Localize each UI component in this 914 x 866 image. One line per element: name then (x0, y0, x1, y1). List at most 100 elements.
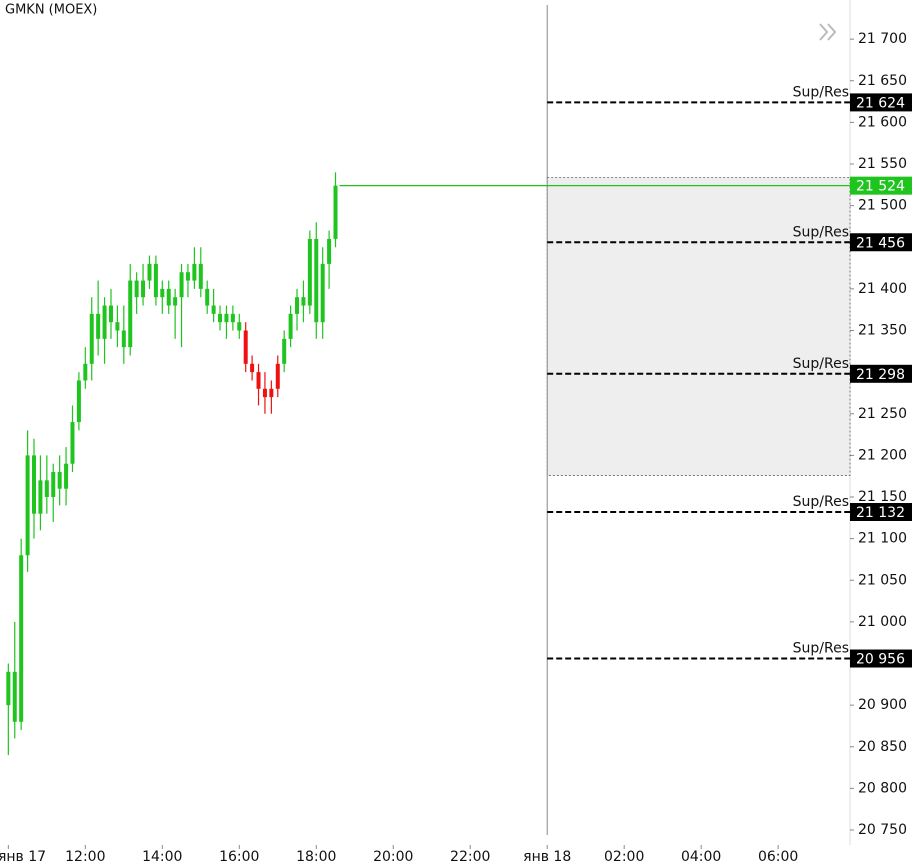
level-text: Sup/Res (793, 641, 849, 657)
level-text: Sup/Res (793, 356, 849, 372)
level-text: Sup/Res (793, 224, 849, 240)
x-tick-label: 20:00 (373, 849, 413, 865)
candle-body (218, 313, 223, 323)
y-tick-label: 21 550 (858, 156, 907, 172)
candle-body (51, 472, 56, 498)
y-tick-label: 21 400 (858, 281, 907, 297)
candle-body (173, 297, 178, 306)
candle-body (147, 263, 152, 281)
candle-body (275, 363, 280, 389)
y-tick-label: 21 350 (858, 323, 907, 339)
candle-body (76, 380, 81, 423)
y-tick-label: 21 250 (858, 406, 907, 422)
level-text: Sup/Res (793, 494, 849, 510)
candle-body (301, 297, 306, 306)
y-tick-label: 21 150 (858, 489, 907, 505)
candle-body (70, 422, 75, 464)
candle-body (179, 272, 184, 298)
candle-body (160, 288, 165, 298)
x-tick-label: 14:00 (142, 849, 182, 865)
x-tick-label: 04:00 (681, 849, 721, 865)
candle-body (295, 297, 300, 314)
y-tick-label: 21 000 (858, 614, 907, 630)
candle-body (333, 185, 338, 239)
candle-body (115, 322, 120, 331)
candle-body (327, 238, 332, 264)
x-tick-label: янв 18 (523, 849, 571, 865)
y-tick-label: 20 850 (858, 739, 907, 755)
candle-body (269, 388, 274, 398)
y-tick-label: 21 100 (858, 531, 907, 547)
candle-body (192, 263, 197, 281)
candle-body (141, 280, 146, 298)
candle-body (243, 330, 248, 364)
candle-body (256, 372, 261, 389)
candle-body (96, 313, 101, 339)
candle-body (307, 238, 312, 306)
last-price-box (850, 176, 912, 195)
last-price-label: 21 524 (856, 179, 905, 195)
candle-body (211, 305, 216, 314)
candle-body (288, 313, 293, 339)
candle-body (250, 363, 255, 373)
level-label-box (850, 649, 912, 668)
candle-body (128, 280, 133, 348)
level-label: 21 132 (856, 505, 905, 521)
candle-body (198, 263, 203, 289)
candle-body (237, 322, 242, 331)
x-tick-label: 02:00 (604, 849, 644, 865)
zone (546, 176, 851, 476)
level-label-box (850, 93, 912, 112)
level-label: 20 956 (856, 652, 905, 668)
candle-body (224, 313, 229, 323)
candle-body (44, 480, 49, 498)
level-label-box (850, 364, 912, 383)
x-tick-label: 18:00 (296, 849, 336, 865)
level-text: Sup/Res (793, 84, 849, 100)
candle-body (134, 280, 139, 298)
candle-body (89, 313, 94, 364)
candle-body (320, 263, 325, 323)
y-tick-label: 21 200 (858, 447, 907, 463)
level-label: 21 624 (856, 95, 905, 111)
candle-body (32, 455, 36, 514)
x-tick-label: янв 17 (0, 849, 46, 865)
y-tick-label: 21 700 (858, 31, 907, 47)
candle-body (38, 480, 43, 514)
candle-body (282, 338, 287, 364)
candle-body (19, 555, 24, 722)
y-tick-label: 21 050 (858, 572, 907, 588)
candle-body (314, 238, 319, 323)
candle-body (153, 263, 158, 298)
level-label: 21 298 (856, 367, 905, 383)
y-tick-label: 21 500 (858, 198, 907, 214)
y-tick-label: 20 800 (858, 780, 907, 796)
y-tick-label: 20 750 (858, 822, 907, 838)
y-tick-label: 20 900 (858, 697, 907, 713)
candle-body (166, 288, 171, 306)
candle-body (83, 363, 88, 381)
candle-body (57, 472, 62, 489)
candle-body (230, 313, 235, 323)
candle-body (185, 272, 190, 281)
candle-body (121, 330, 126, 348)
scroll-icon[interactable] (819, 23, 837, 41)
level-label: 21 456 (856, 235, 905, 251)
candle-body (64, 463, 69, 489)
level-label-box (850, 502, 912, 521)
candle-body (25, 455, 30, 556)
y-tick-label: 21 650 (858, 73, 907, 89)
chart-title: GMKN (MOEX) (5, 3, 97, 18)
x-tick-label: 12:00 (65, 849, 105, 865)
candle-body (205, 288, 210, 306)
candle-body (12, 671, 17, 722)
x-tick-label: 22:00 (450, 849, 490, 865)
y-tick-label: 21 600 (858, 114, 907, 130)
candle-body (108, 305, 113, 323)
candle-body (6, 671, 11, 706)
candle-body (102, 305, 107, 339)
x-tick-label: 06:00 (758, 849, 798, 865)
x-tick-label: 16:00 (219, 849, 259, 865)
level-label-box (850, 233, 912, 252)
